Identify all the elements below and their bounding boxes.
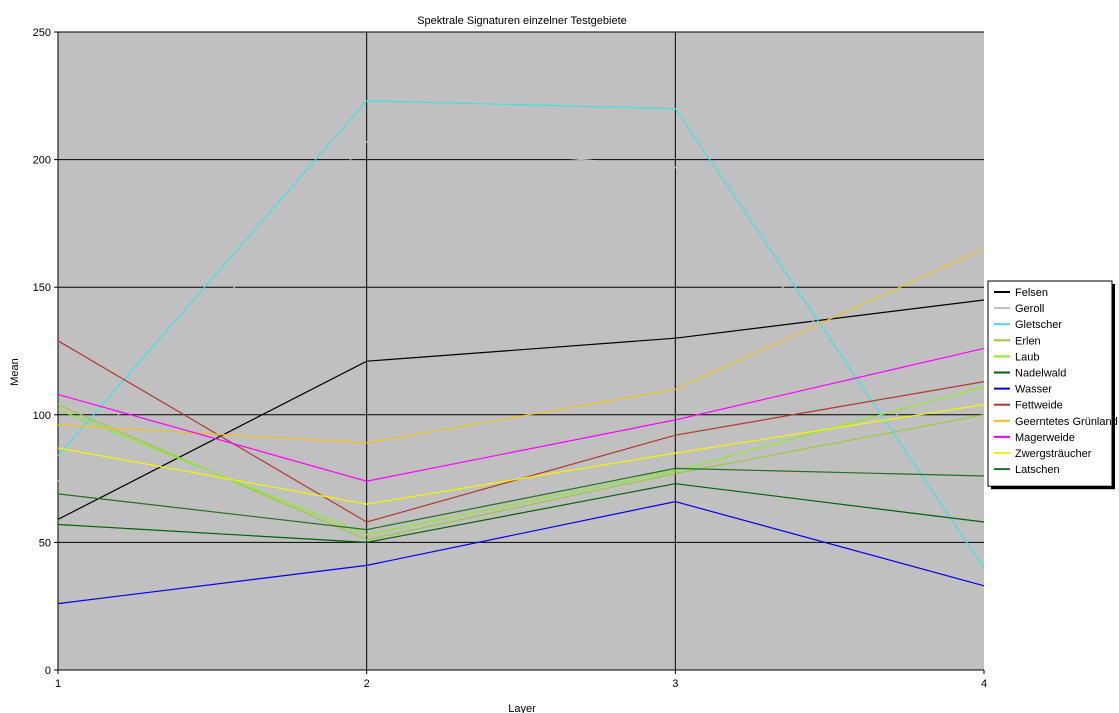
series-line-wasser bbox=[57, 500, 985, 605]
legend-label-latschen: Latschen bbox=[1015, 464, 1060, 476]
series-line-latschen bbox=[57, 467, 985, 531]
y-tick-label: 150 bbox=[33, 282, 51, 294]
legend-label-felsen: Felsen bbox=[1015, 287, 1048, 299]
chart-title: Spektrale Signaturen einzelner Testgebie… bbox=[417, 15, 627, 27]
legend-label-wasser: Wasser bbox=[1015, 384, 1052, 396]
series-line-gletscher bbox=[57, 100, 985, 569]
x-tick-label: 2 bbox=[364, 678, 370, 690]
x-tick-label: 4 bbox=[981, 678, 987, 690]
x-axis-label: Layer bbox=[508, 703, 536, 713]
legend-label-laub: Laub bbox=[1015, 351, 1039, 363]
legend: Felsen Geroll Gletscher Erlen Laub Nadelwald W… bbox=[987, 280, 1118, 490]
series-line-zwergsträucher bbox=[57, 404, 985, 505]
legend-label-geerntetes-grünland: Geerntetes Grünland bbox=[1015, 416, 1118, 428]
legend-label-gletscher: Gletscher bbox=[1015, 319, 1062, 331]
legend-label-nadelwald: Nadelwald bbox=[1015, 368, 1066, 380]
legend-label-magerweide: Magerweide bbox=[1015, 432, 1075, 444]
series-line-nadelwald bbox=[57, 483, 985, 544]
y-tick-label: 200 bbox=[33, 155, 51, 167]
plot-background bbox=[58, 32, 984, 670]
series-line-geerntetes-grünland bbox=[57, 248, 985, 444]
y-tick-label: 50 bbox=[39, 537, 51, 549]
y-axis-label: Mean bbox=[9, 358, 21, 386]
series-line-magerweide bbox=[57, 347, 985, 482]
y-tick-label: 250 bbox=[33, 27, 51, 39]
series-line-geroll bbox=[57, 141, 985, 513]
legend-label-fettweide: Fettweide bbox=[1015, 400, 1063, 412]
y-tick-label: 0 bbox=[45, 665, 51, 677]
plot-area: 0 50 100 150 200 250 1 2 3 4 bbox=[33, 27, 987, 690]
legend-label-geroll: Geroll bbox=[1015, 303, 1044, 315]
x-tick-label: 3 bbox=[672, 678, 678, 690]
x-tick-label: 1 bbox=[55, 678, 61, 690]
y-tick-label: 100 bbox=[33, 410, 51, 422]
legend-label-erlen: Erlen bbox=[1015, 335, 1041, 347]
legend-label-zwergsträucher: Zwergsträucher bbox=[1015, 448, 1092, 460]
